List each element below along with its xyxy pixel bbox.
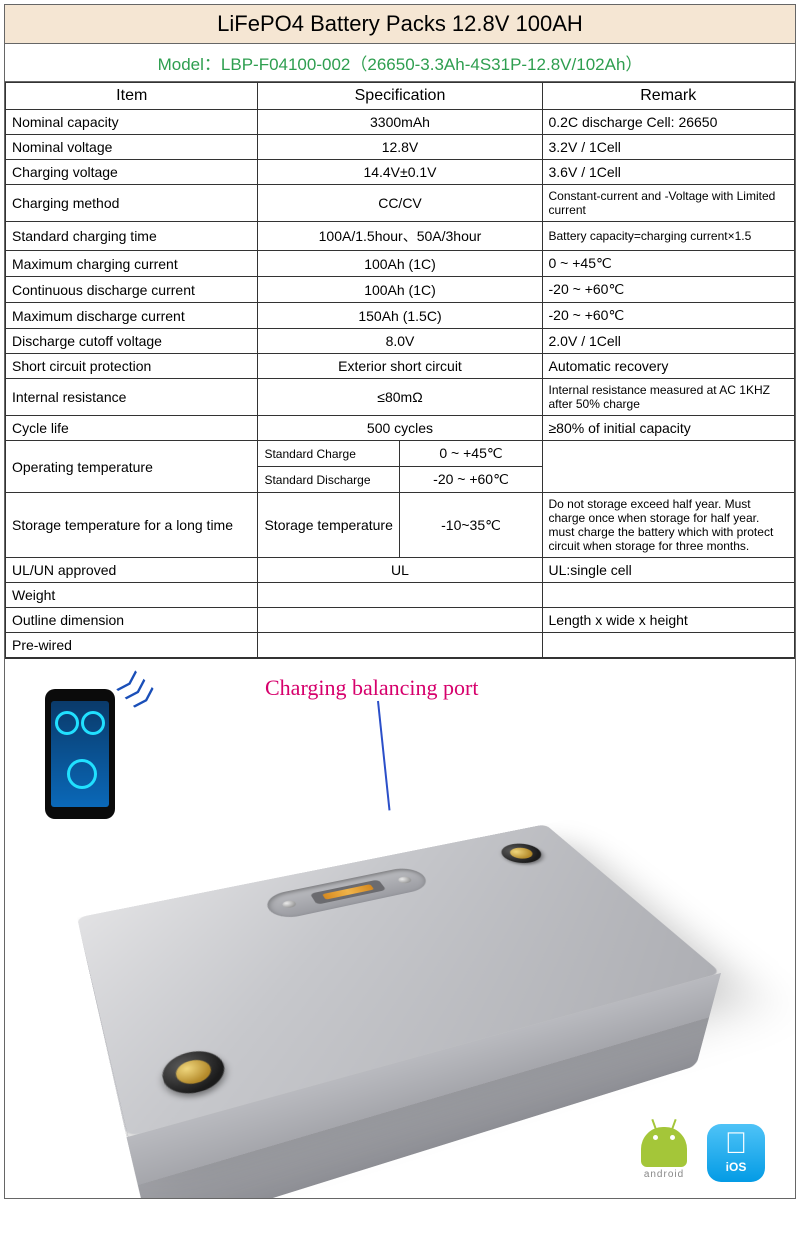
cell-spec: 100Ah (1C) (258, 251, 542, 277)
table-row: Charging voltage14.4V±0.1V3.6V / 1Cell (6, 160, 795, 185)
cell-item: Maximum discharge current (6, 303, 258, 329)
spec-sheet: LiFePO4 Battery Packs 12.8V 100AH Model：… (4, 4, 796, 1199)
cell-sub-label: Standard Charge (258, 441, 400, 467)
cell-spec: 100A/1.5hour、50A/3hour (258, 222, 542, 251)
table-row: Outline dimension Length x wide x height (6, 608, 795, 633)
cell-item: Short circuit protection (6, 354, 258, 379)
ios-icon:  iOS (707, 1124, 765, 1182)
os-icons: android  iOS (641, 1124, 765, 1182)
cell-spec: Exterior short circuit (258, 354, 542, 379)
cell-remark: 0 ~ +45℃ (542, 251, 795, 277)
cell-item: Nominal capacity (6, 110, 258, 135)
header-remark: Remark (542, 83, 795, 110)
cell-spec: 8.0V (258, 329, 542, 354)
table-row: Cycle life500 cycles≥80% of initial capa… (6, 416, 795, 441)
cell-remark (542, 583, 795, 608)
cell-item: Outline dimension (6, 608, 258, 633)
cell-remark: Battery capacity=charging current×1.5 (542, 222, 795, 251)
table-row: Maximum discharge current150Ah (1.5C)-20… (6, 303, 795, 329)
cell-remark (542, 441, 795, 493)
cell-item: Storage temperature for a long time (6, 493, 258, 558)
android-label: android (641, 1169, 687, 1180)
battery-illustration (77, 824, 721, 1137)
cell-item: Charging voltage (6, 160, 258, 185)
table-row: Weight (6, 583, 795, 608)
table-row: Pre-wired (6, 633, 795, 658)
android-icon: android (641, 1127, 687, 1180)
cell-spec: 500 cycles (258, 416, 542, 441)
cell-item: Standard charging time (6, 222, 258, 251)
cell-item: Internal resistance (6, 379, 258, 416)
cell-item: Weight (6, 583, 258, 608)
cell-remark: 2.0V / 1Cell (542, 329, 795, 354)
cell-remark: Automatic recovery (542, 354, 795, 379)
table-row: Short circuit protectionExterior short c… (6, 354, 795, 379)
table-row: Internal resistance≤80mΩInternal resista… (6, 379, 795, 416)
spec-table: Item Specification Remark Nominal capaci… (5, 82, 795, 658)
cell-remark: 3.2V / 1Cell (542, 135, 795, 160)
cell-remark: Constant-current and -Voltage with Limit… (542, 185, 795, 222)
cell-spec: ≤80mΩ (258, 379, 542, 416)
cell-remark: 3.6V / 1Cell (542, 160, 795, 185)
cell-sub-value: -20 ~ +60℃ (400, 467, 542, 493)
table-row: Nominal capacity3300mAh0.2C discharge Ce… (6, 110, 795, 135)
battery-terminal (157, 1045, 230, 1100)
cell-spec: 12.8V (258, 135, 542, 160)
cell-spec (258, 633, 542, 658)
cell-remark: 0.2C discharge Cell: 26650 (542, 110, 795, 135)
cell-remark: Internal resistance measured at AC 1KHZ … (542, 379, 795, 416)
battery-terminal (495, 841, 549, 866)
cell-sub-label: Standard Discharge (258, 467, 400, 493)
cell-spec: 3300mAh (258, 110, 542, 135)
cell-remark: UL:single cell (542, 558, 795, 583)
model-line: Model：LBP-F04100-002（26650-3.3Ah-4S31P-1… (5, 44, 795, 82)
header-spec: Specification (258, 83, 542, 110)
cell-item: UL/UN approved (6, 558, 258, 583)
table-row: Storage temperature for a long time Stor… (6, 493, 795, 558)
cell-item: Operating temperature (6, 441, 258, 493)
cell-remark: -20 ~ +60℃ (542, 303, 795, 329)
cell-spec: CC/CV (258, 185, 542, 222)
cell-sub-label: Storage temperature (258, 493, 400, 558)
cell-remark: ≥80% of initial capacity (542, 416, 795, 441)
ios-label: iOS (707, 1160, 765, 1174)
cell-remark (542, 633, 795, 658)
cell-spec: 150Ah (1.5C) (258, 303, 542, 329)
product-image-area: Charging balancing port ⟩⟩⟩ (5, 658, 795, 1198)
cell-item: Maximum charging current (6, 251, 258, 277)
header-item: Item (6, 83, 258, 110)
table-row: Maximum charging current100Ah (1C)0 ~ +4… (6, 251, 795, 277)
cell-item: Charging method (6, 185, 258, 222)
cell-spec (258, 608, 542, 633)
cell-item: Pre-wired (6, 633, 258, 658)
cell-remark: Length x wide x height (542, 608, 795, 633)
cell-item: Nominal voltage (6, 135, 258, 160)
charging-port (262, 865, 434, 921)
table-row: Nominal voltage12.8V3.2V / 1Cell (6, 135, 795, 160)
table-header-row: Item Specification Remark (6, 83, 795, 110)
cell-spec: UL (258, 558, 542, 583)
table-row: Charging methodCC/CVConstant-current and… (6, 185, 795, 222)
table-row: Operating temperature Standard Charge 0 … (6, 441, 795, 467)
title-bar: LiFePO4 Battery Packs 12.8V 100AH (5, 5, 795, 44)
table-row: Standard charging time100A/1.5hour、50A/3… (6, 222, 795, 251)
callout-line (377, 701, 390, 811)
smartphone-icon (45, 689, 115, 819)
callout-label: Charging balancing port (265, 675, 478, 701)
cell-spec: 100Ah (1C) (258, 277, 542, 303)
cell-sub-value: 0 ~ +45℃ (400, 441, 542, 467)
cell-remark: Do not storage exceed half year. Must ch… (542, 493, 795, 558)
cell-item: Discharge cutoff voltage (6, 329, 258, 354)
cell-item: Cycle life (6, 416, 258, 441)
cell-spec: 14.4V±0.1V (258, 160, 542, 185)
wireless-icon: ⟩⟩⟩ (112, 666, 162, 716)
cell-spec (258, 583, 542, 608)
table-row: Discharge cutoff voltage8.0V2.0V / 1Cell (6, 329, 795, 354)
cell-item: Continuous discharge current (6, 277, 258, 303)
cell-sub-value: -10~35℃ (400, 493, 542, 558)
cell-remark: -20 ~ +60℃ (542, 277, 795, 303)
table-row: UL/UN approvedULUL:single cell (6, 558, 795, 583)
table-row: Continuous discharge current100Ah (1C)-2… (6, 277, 795, 303)
